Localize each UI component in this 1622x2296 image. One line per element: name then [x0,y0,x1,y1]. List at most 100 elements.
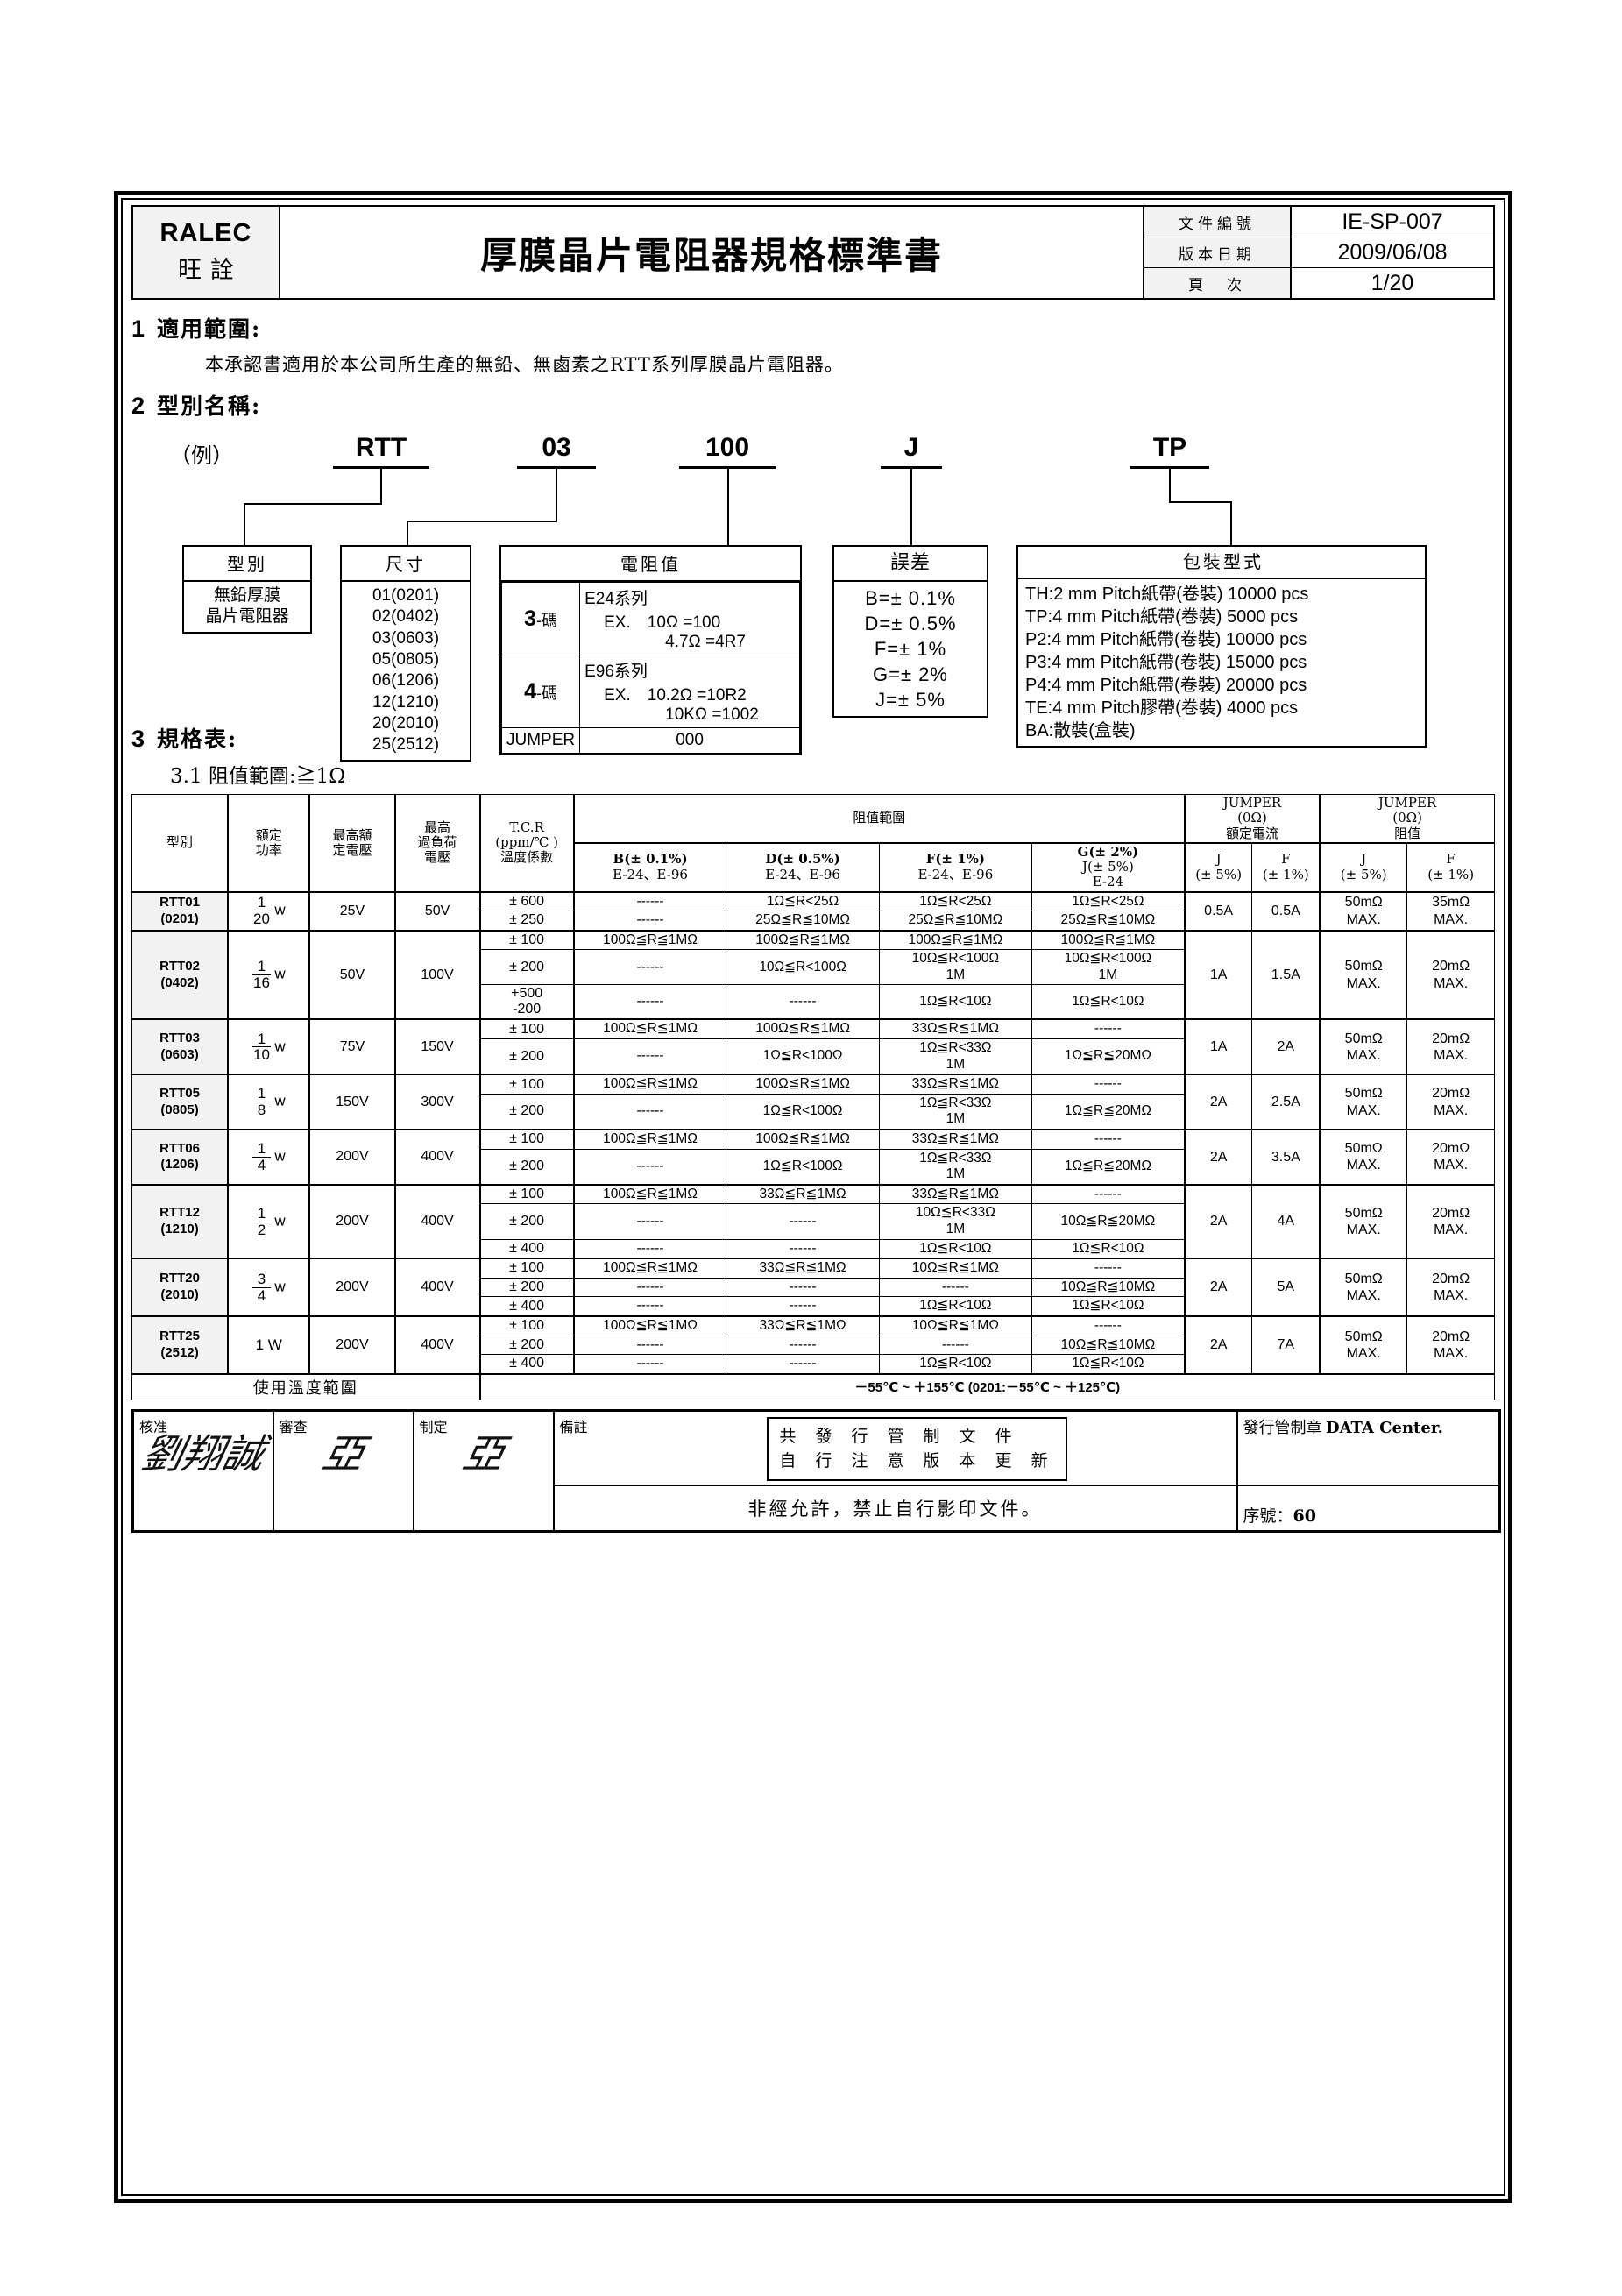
signature-row: 核准 劉翔誠 審查 亞 制定 亞 備註 共 發 行 管 制 文 件 自 行 注 … [131,1409,1501,1533]
resistance-jumper-label: JUMPER [500,727,581,754]
cell-range-g: 10Ω≦R<100Ω 1M [1031,949,1186,986]
cell-jumper-resistance-f: 20mΩ MAX. [1406,930,1495,1021]
cell-range-f: 10Ω≦R≦1MΩ [878,1315,1033,1336]
cell-range-f: 10Ω≦R<100Ω 1M [878,949,1033,986]
cell-model: RTT20 (2010) [131,1258,230,1317]
table-row: ± 400 ------ ------ 1Ω≦R<10Ω 1Ω≦R<10Ω [132,1238,1495,1260]
table-row: RTT25 (2512) 1 W 200V 400V ± 100 100Ω≦R≦1MΩ 33Ω… [131,1315,1495,1375]
cell-max-voltage: 200V [308,1129,396,1186]
document-page: RALEC 旺詮 厚膜晶片電阻器規格標準書 文件編號 IE-SP-007 版本日… [114,191,1512,2203]
col-header-jumper-0: J (± 5%) [1184,842,1253,893]
logo-text-cn: 旺詮 [178,256,243,284]
code-size: 03 [517,433,596,469]
box-type: 型別 無鉛厚膜 晶片電阻器 [182,545,312,634]
table-row: RTT06 (1206) 1 4 w 200V 400V ± 100 100Ω≦R≦1MΩ 10… [131,1129,1495,1186]
remark-cell: 備註 共 發 行 管 制 文 件 自 行 注 意 版 本 更 新 [552,1409,1238,1486]
col-header-model: 型別 [131,794,230,893]
table-row: ± 250 ------ 25Ω≦R≦10MΩ 25Ω≦R≦10MΩ 25Ω≦R≦10M… [132,911,1495,932]
cell-tcr: ± 100 [479,1258,575,1279]
cell-jumper-resistance-f: 20mΩ MAX. [1406,1258,1495,1317]
packaging-item: TP:4 mm Pitch紙帶(卷裝) 5000 pcs [1025,607,1299,627]
code-type: RTT [333,433,429,469]
size-item: 06(1206) [372,671,440,691]
serial-value: 60 [1293,1506,1316,1526]
cell-range-b: 100Ω≦R≦1MΩ [573,1129,727,1150]
resistance-code-3-digit: 3 [524,606,537,631]
resistance-code-3-suffix: -碼 [536,611,558,629]
cell-range-f: 1Ω≦R<10Ω [878,984,1033,1021]
cell-range-g: 100Ω≦R≦1MΩ [1031,930,1186,951]
cell-range-f: ------ [878,1277,1033,1298]
signature-row-2: 非經允許，禁止自行影印文件。 序號：60 [133,1484,1501,1533]
cell-jumper-resistance-j: 50mΩ MAX. [1319,1018,1408,1076]
box-type-line-1: 無鉛厚膜 [213,586,280,605]
cell-overload-voltage: 400V [393,1258,481,1317]
cell-jumper-resistance-j: 50mΩ MAX. [1319,1184,1408,1260]
cell-range-d: 100Ω≦R≦1MΩ [726,930,880,951]
leader-type-v1 [380,468,382,505]
cell-overload-voltage: 400V [393,1184,481,1260]
code-resistance: 100 [679,433,776,469]
logo-text-en: RALEC [159,219,252,248]
cell-range-b: ------ [573,1093,727,1131]
table-row: RTT05 (0805) 1 8 w 150V 300V ± 100 100Ω≦R≦1MΩ 10… [131,1074,1495,1131]
table-row: +500 -200 ------ ------ 1Ω≦R<10Ω 1Ω≦R<10Ω [132,984,1495,1021]
table-row: ± 200 ------ 1Ω≦R<100Ω 1Ω≦R<33Ω 1M 1Ω≦R≦20MΩ [132,1093,1495,1131]
cell-tcr: ± 200 [479,1203,575,1240]
box-size: 尺寸 01(0201) 02(0402) 03(0603) 05(0805) 0… [340,545,471,762]
leader-size-v1 [556,468,557,522]
box-tolerance-body: B=± 0.1% D=± 0.5% F=± 1% G=± 2% J=± 5% [834,582,987,716]
packaging-item: P4:4 mm Pitch紙帶(卷裝) 20000 pcs [1025,676,1307,695]
cell-range-f: 1Ω≦R<10Ω [878,1238,1033,1260]
cell-jumper-current-f: 0.5A [1251,890,1321,932]
cell-range-g: 10Ω≦R≦10MΩ [1031,1277,1186,1298]
cell-jumper-current-j: 2A [1184,1258,1253,1317]
cell-range-g: 1Ω≦R≦20MΩ [1031,1038,1186,1076]
cell-range-g: 1Ω≦R<25Ω [1031,890,1186,912]
resistance-e96-ex2: 10KΩ =1002 [665,705,759,724]
cell-jumper-current-f: 4A [1251,1184,1321,1260]
cell-jumper-current-j: 1A [1184,1018,1253,1076]
cell-range-b: ------ [573,1203,727,1240]
resistance-e24-ex2: 4.7Ω =4R7 [665,633,746,651]
meta-row-version-date: 版本日期 2009/06/08 [1144,237,1493,268]
leader-packaging-h [1169,501,1232,503]
box-tolerance-title: 誤差 [834,547,987,583]
cell-tcr: ± 400 [479,1238,575,1260]
cell-jumper-current-j: 0.5A [1184,890,1253,932]
cell-range-d: ------ [726,1354,880,1375]
cell-tcr: ± 100 [479,1129,575,1150]
meta-value-page: 1/20 [1371,270,1414,295]
cell-max-voltage: 25V [308,890,396,932]
code-packaging: TP [1130,433,1209,469]
box-size-title: 尺寸 [342,547,470,582]
cell-range-f: 1Ω≦R<10Ω [878,1296,1033,1317]
col-header-jumper-2: J (± 5%) [1319,842,1408,893]
cell-range-d: ------ [726,1296,880,1317]
table-row: 4-碼 E96系列 EX. 10.2Ω =10R2 10KΩ =1002 [500,655,800,728]
cell-range-b: ------ [573,911,727,932]
approve-label: 核准 [139,1418,168,1435]
cell-jumper-current-f: 7A [1251,1315,1321,1375]
cell-tcr: ± 200 [479,1277,575,1298]
cell-range-g: ------ [1031,1018,1186,1040]
cell-range-f: 1Ω≦R<10Ω [878,1354,1033,1375]
cell-range-g: 10Ω≦R≦20MΩ [1031,1203,1186,1240]
tolerance-item: D=± 0.5% [864,613,957,635]
review-cell: 審查 亞 [272,1409,414,1533]
packaging-item: P3:4 mm Pitch紙帶(卷裝) 15000 pcs [1025,653,1307,672]
meta-label-version-date: 版本日期 [1144,237,1292,267]
cell-range-f: 33Ω≦R≦1MΩ [878,1129,1033,1150]
cell-jumper-resistance-j: 50mΩ MAX. [1319,1129,1408,1186]
resistance-e24-ex1: EX. 10Ω =100 [604,613,721,632]
table-row: 3-碼 E24系列 EX. 10Ω =100 4.7Ω =4R7 [500,582,800,655]
cell-range-g: ------ [1031,1129,1186,1150]
cell-range-f: 1Ω≦R<33Ω 1M [878,1148,1033,1186]
cell-jumper-resistance-j: 50mΩ MAX. [1319,1258,1408,1317]
box-size-body: 01(0201) 02(0402) 03(0603) 05(0805) 06(1… [342,582,470,760]
cell-range-g: 1Ω≦R<10Ω [1031,984,1186,1021]
cell-power: 1 10 w [227,1018,311,1076]
section-scope: 1 適用範圍: 本承認書適用於本公司所生產的無鉛、無鹵素之RTT系列厚膜晶片電阻… [131,312,1495,377]
cell-range-f: ------ [878,1335,1033,1356]
review-label: 審查 [279,1418,308,1435]
